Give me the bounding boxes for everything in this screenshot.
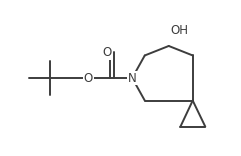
Text: OH: OH bbox=[171, 24, 189, 37]
Text: O: O bbox=[103, 46, 112, 59]
Text: N: N bbox=[128, 71, 137, 85]
Text: O: O bbox=[84, 71, 93, 85]
